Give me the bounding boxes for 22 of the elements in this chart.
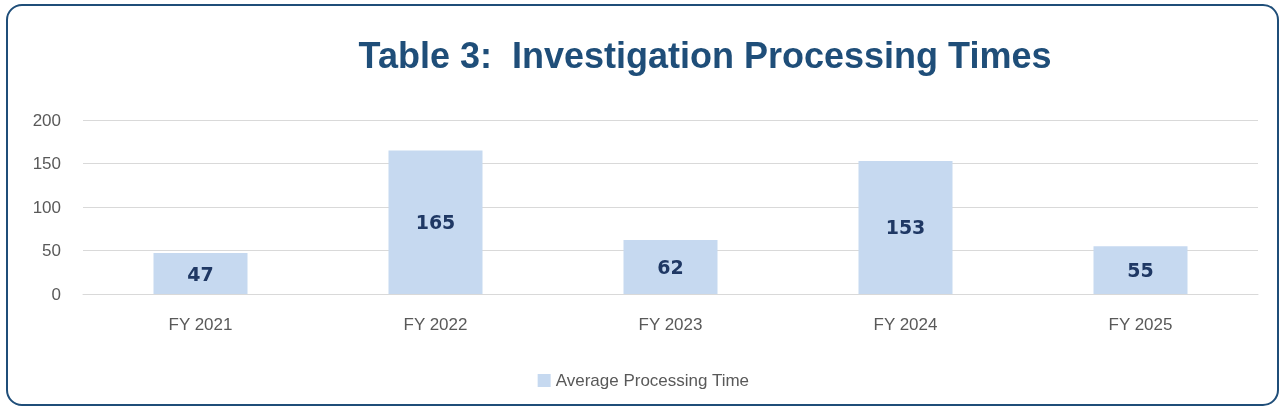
x-tick-label: FY 2023	[638, 315, 703, 334]
x-tick-label: FY 2021	[168, 315, 233, 334]
bar	[153, 253, 248, 294]
x-tick-label: FY 2022	[403, 315, 468, 334]
x-tick-label: FY 2024	[873, 315, 938, 334]
data-label: 153	[885, 216, 926, 239]
bar	[1093, 246, 1188, 294]
data-label: 62	[657, 256, 684, 279]
chart-title: Table 3: Investigation Processing Times	[358, 34, 1052, 76]
bar	[858, 160, 953, 294]
y-tick-label: 100	[32, 197, 61, 217]
y-tick-label: 0	[51, 284, 61, 304]
bar	[388, 150, 483, 294]
y-tick-label: 50	[42, 241, 61, 260]
bar	[623, 240, 718, 294]
data-label: 55	[1127, 259, 1154, 282]
y-tick-label: 150	[32, 154, 61, 173]
y-tick-label: 200	[32, 110, 61, 130]
data-label: 165	[415, 211, 456, 234]
legend-label: Average Processing Time	[555, 371, 750, 390]
data-label: 47	[187, 262, 214, 285]
x-tick-label: FY 2025	[1108, 315, 1173, 334]
